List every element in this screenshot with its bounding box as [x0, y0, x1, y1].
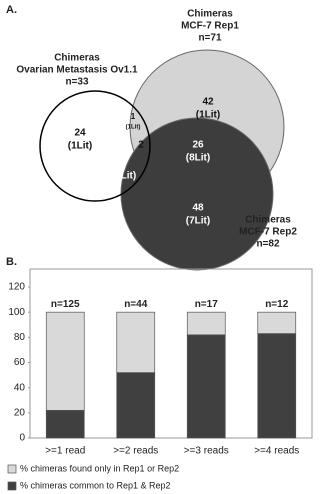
region-lit: (1Lit) [196, 110, 220, 121]
y-tick-label: 0 [19, 433, 25, 444]
bar-label: n=12 [265, 299, 289, 310]
y-tick-label: 100 [8, 307, 25, 318]
y-tick-label: 60 [14, 357, 26, 368]
y-tick-label: 80 [14, 332, 26, 343]
plot-frame [29, 268, 313, 439]
region-count: 24 [74, 128, 86, 139]
bar-segment [257, 333, 297, 439]
legend-label: % chimeras common to Rep1 & Rep2 [20, 480, 171, 490]
bar-segment [45, 311, 85, 411]
region-count: 42 [202, 97, 214, 108]
panel-label: A. [6, 4, 17, 16]
region-count: 2 [138, 140, 144, 151]
set-size: n=71 [198, 33, 222, 44]
set-label: MCF-7 Rep1 [181, 21, 239, 32]
set-size: n=33 [65, 77, 89, 88]
legend-swatch [7, 481, 17, 491]
x-tick-label: >=2 reads [113, 446, 158, 457]
y-tick-label: 40 [14, 382, 26, 393]
region-count: 6 [121, 158, 127, 169]
bar-segment [116, 311, 156, 373]
region-lit: (3Lit) [112, 171, 136, 182]
set-label: Chimeras [187, 9, 233, 20]
set-label: Chimeras [245, 215, 291, 226]
region-count: 1 [131, 112, 136, 121]
set-label: MCF-7 Rep2 [239, 227, 297, 238]
region-lit: (8Lit) [186, 153, 210, 164]
region-lit: (1Lit) [68, 141, 92, 152]
bar-label: n=17 [195, 299, 219, 310]
venn-set [39, 90, 151, 202]
region-count: 26 [192, 140, 204, 151]
legend-swatch [7, 464, 17, 474]
y-tick-label: 120 [8, 282, 25, 293]
x-tick-label: >=4 reads [254, 446, 299, 457]
bar-label: n=125 [51, 299, 80, 310]
legend-label: % chimeras found only in Rep1 or Rep2 [20, 463, 179, 473]
panel-label: B. [6, 256, 17, 268]
region-lit: (7Lit) [186, 216, 210, 227]
bar-segment [45, 409, 85, 439]
y-tick-label: 20 [14, 407, 26, 418]
bar-segment [257, 311, 297, 334]
bar-segment [186, 334, 226, 439]
x-tick-label: >=1 read [45, 446, 85, 457]
bar-segment [186, 311, 226, 336]
x-tick-label: >=3 reads [184, 446, 229, 457]
region-count: 48 [192, 203, 204, 214]
bar-segment [116, 372, 156, 439]
bar-label: n=44 [124, 299, 148, 310]
region-lit: (1Lit) [126, 125, 141, 131]
set-label: Ovarian Metastasis Ov1.1 [16, 65, 138, 76]
set-size: n=82 [256, 239, 280, 250]
set-label: Chimeras [54, 53, 100, 64]
